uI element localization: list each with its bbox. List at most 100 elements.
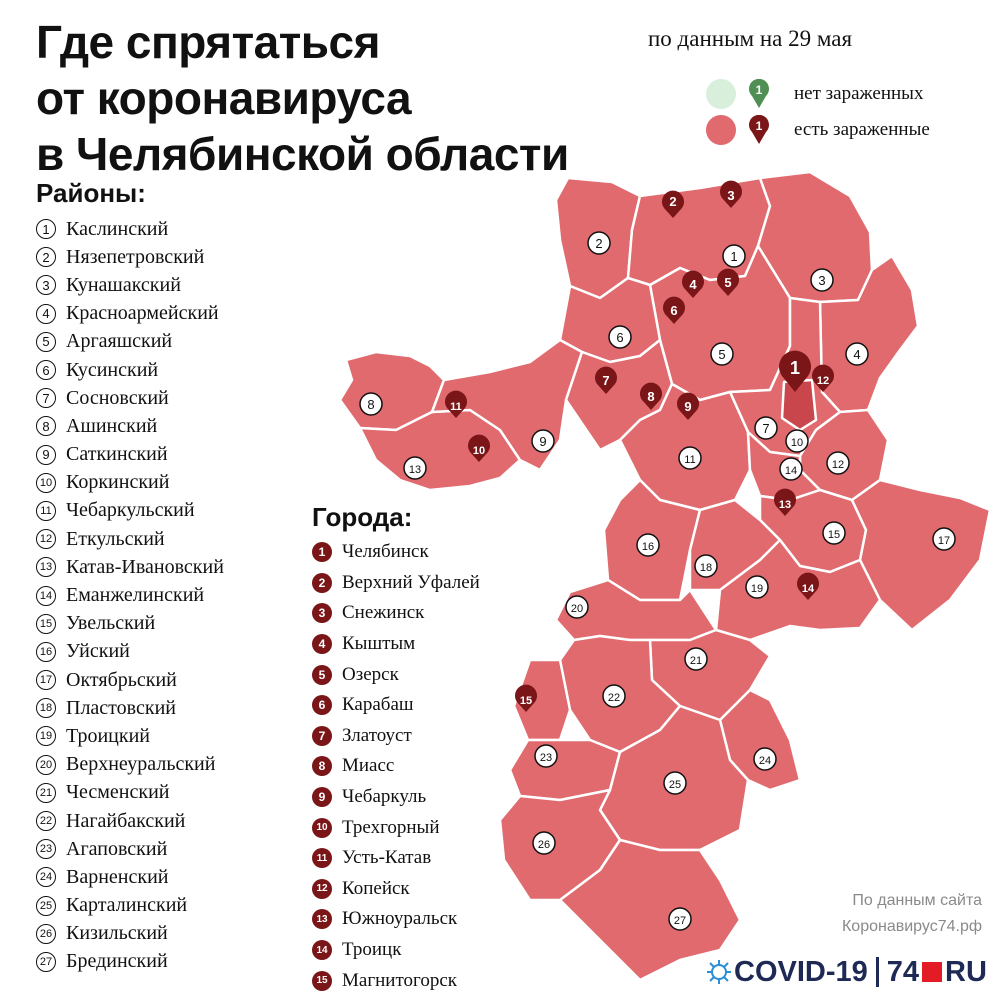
- svg-text:20: 20: [571, 603, 583, 615]
- svg-text:3: 3: [818, 273, 825, 288]
- infected-swatch: [706, 115, 736, 145]
- district-item: 15 Увельский: [36, 610, 224, 638]
- svg-text:9: 9: [684, 399, 691, 414]
- district-number: 20: [36, 754, 56, 775]
- svg-text:11: 11: [684, 454, 695, 466]
- city-pin-7: 7: [595, 366, 618, 394]
- city-item: 5 Озерск: [312, 659, 480, 690]
- district-item: 23 Агаповский: [36, 835, 224, 863]
- city-number: 13: [312, 909, 332, 930]
- district-item: 14 Еманжелинский: [36, 581, 224, 609]
- district-label-9: 9: [531, 429, 555, 453]
- city-name: Челябинск: [342, 541, 429, 563]
- city-name: Копейск: [342, 877, 410, 899]
- city-item: 15 Магнитогорск: [312, 965, 480, 996]
- district-label-27: 27: [668, 907, 692, 931]
- green-pin-icon: 1: [749, 79, 769, 108]
- district-name: Коркинский: [66, 471, 170, 494]
- district-label-23: 23: [534, 744, 558, 768]
- district-item: 5 Аргаяшский: [36, 328, 224, 356]
- district-label-16: 16: [636, 533, 660, 557]
- district-number: 13: [36, 557, 56, 578]
- district-label-3: 3: [810, 268, 834, 292]
- legend-no-infected: 1 нет зараженных: [706, 76, 923, 112]
- svg-text:15: 15: [520, 695, 532, 707]
- city-item: 4 Кыштым: [312, 629, 480, 660]
- svg-text:5: 5: [718, 347, 725, 362]
- city-name: Магнитогорск: [342, 969, 457, 991]
- district-item: 20 Верхнеуральский: [36, 751, 224, 779]
- district-label-18: 18: [694, 554, 718, 578]
- svg-text:3: 3: [727, 188, 734, 203]
- district-number: 12: [36, 529, 56, 550]
- svg-text:23: 23: [540, 752, 552, 764]
- chelyabinsk-city: [780, 378, 818, 432]
- district-name: Кунашакский: [66, 273, 181, 296]
- city-number: 10: [312, 817, 332, 838]
- city-name: Трехгорный: [342, 816, 440, 838]
- virus-icon: [707, 960, 731, 984]
- svg-text:24: 24: [759, 755, 771, 767]
- city-pin-5: 5: [717, 268, 739, 296]
- logo-covid: COVID-19: [734, 955, 868, 988]
- city-item: 6 Карабаш: [312, 690, 480, 721]
- district-number: 1: [36, 219, 56, 240]
- district-item: 19 Троицкий: [36, 722, 224, 750]
- district-name: Варненский: [66, 865, 169, 888]
- district-number: 16: [36, 641, 56, 662]
- district-number: 4: [36, 303, 56, 324]
- district-labels: 1 2 3 4 5 6 7 8 9 10 11 12 13 14 15 16 1…: [359, 231, 956, 931]
- svg-text:25: 25: [669, 779, 681, 791]
- legend-pin-number: 1: [756, 83, 763, 97]
- district-label-14: 14: [779, 457, 803, 481]
- svg-text:8: 8: [647, 389, 654, 404]
- district-name: Брединский: [66, 950, 168, 973]
- district-label-12: 12: [826, 451, 850, 475]
- district-number: 5: [36, 331, 56, 352]
- city-item: 8 Миасс: [312, 751, 480, 782]
- district-label-15: 15: [822, 521, 846, 545]
- svg-text:14: 14: [802, 583, 815, 595]
- city-number: 5: [312, 664, 332, 685]
- city-item: 7 Златоуст: [312, 721, 480, 752]
- svg-text:12: 12: [832, 459, 844, 471]
- district-label-4: 4: [845, 342, 869, 366]
- city-pin-3: 3: [720, 180, 742, 208]
- district-label-13: 13: [403, 456, 427, 480]
- city-item: 13 Южноуральск: [312, 904, 480, 935]
- city-pin-9: 9: [677, 392, 699, 420]
- district-number: 22: [36, 811, 56, 832]
- city-pin-1: 1: [779, 350, 811, 392]
- svg-text:2: 2: [595, 236, 602, 251]
- district-item: 10 Коркинский: [36, 469, 224, 497]
- district-number: 10: [36, 472, 56, 493]
- district-label-10: 10: [785, 429, 809, 453]
- district-name: Агаповский: [66, 837, 168, 860]
- svg-text:27: 27: [674, 915, 686, 927]
- city-item: 9 Чебаркуль: [312, 782, 480, 813]
- district-number: 6: [36, 360, 56, 381]
- district-item: 21 Чесменский: [36, 779, 224, 807]
- district-number: 11: [36, 500, 56, 521]
- svg-text:11: 11: [450, 401, 462, 413]
- svg-text:22: 22: [608, 692, 620, 704]
- district-name: Сосновский: [66, 386, 169, 409]
- district-name: Кизильский: [66, 922, 168, 945]
- city-item: 14 Троицк: [312, 935, 480, 966]
- legend-infected-label: есть зараженные: [794, 119, 930, 140]
- district-name: Увельский: [66, 612, 156, 635]
- district-name: Еткульский: [66, 527, 165, 550]
- svg-text:4: 4: [689, 277, 697, 292]
- district-label-8: 8: [359, 392, 383, 416]
- district-number: 26: [36, 923, 56, 944]
- district-number: 9: [36, 444, 56, 465]
- district-number: 14: [36, 585, 56, 606]
- svg-text:8: 8: [367, 397, 374, 412]
- city-pin-4: 4: [682, 270, 704, 298]
- district-number: 18: [36, 698, 56, 719]
- district-item: 12 Еткульский: [36, 525, 224, 553]
- title-line-3: в Челябинской области: [36, 128, 569, 180]
- city-name: Чебаркуль: [342, 786, 427, 808]
- district-label-2: 2: [587, 231, 611, 255]
